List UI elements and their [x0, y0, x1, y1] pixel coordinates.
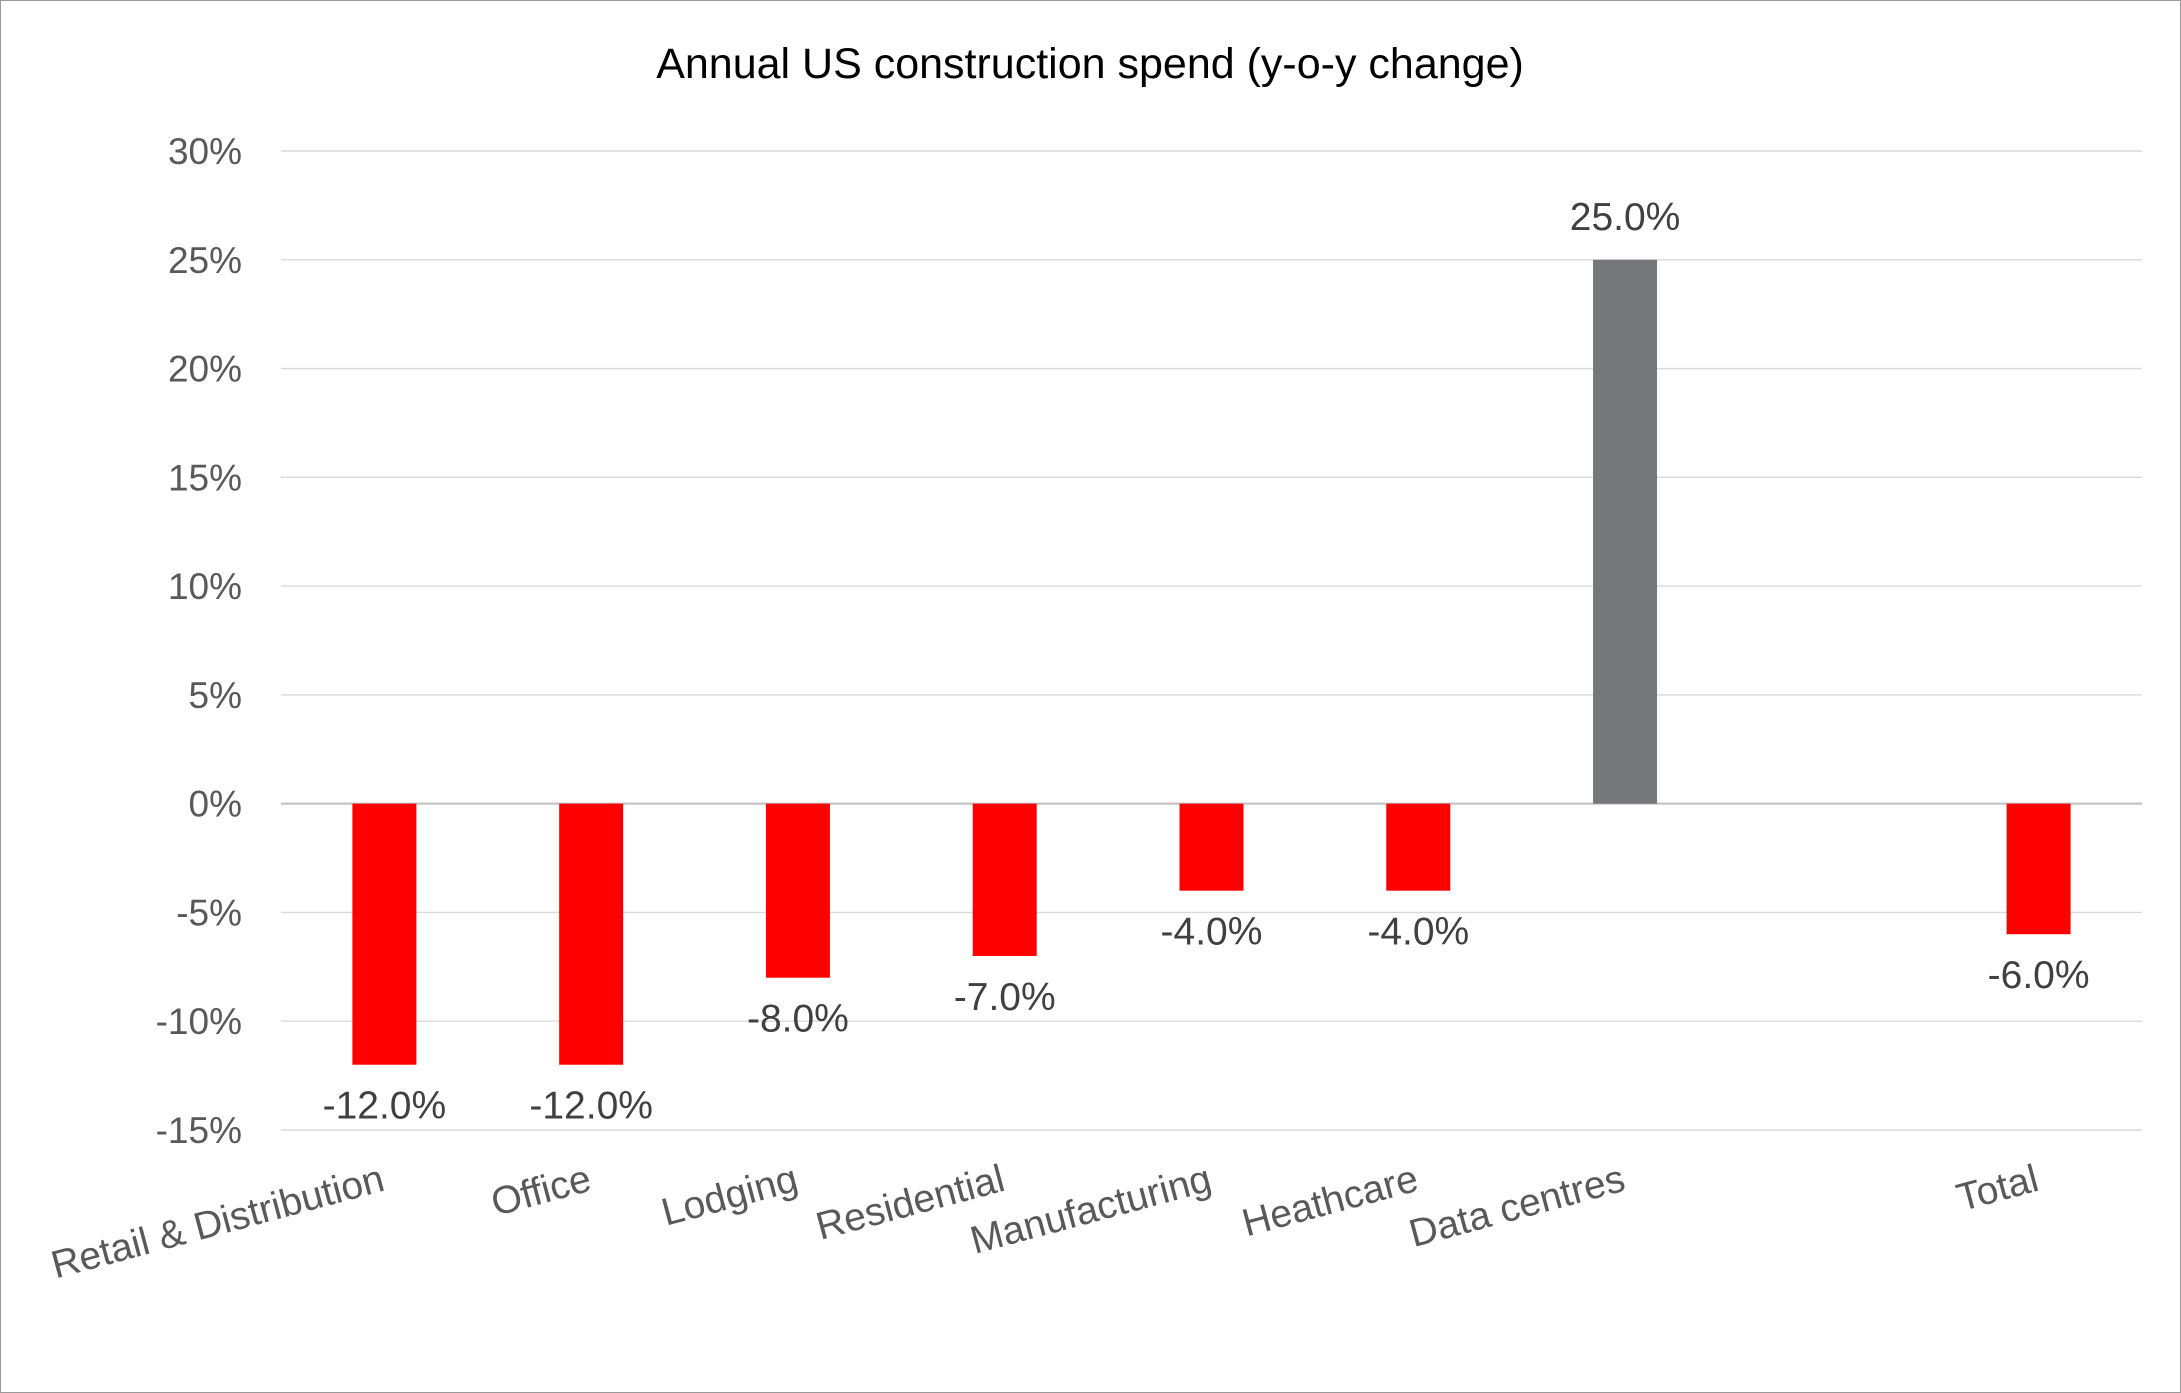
y-tick-label: 30%	[168, 131, 242, 172]
category-label: Total	[1952, 1157, 2043, 1220]
y-tick-label: 5%	[189, 675, 242, 716]
bar-data-centres	[1593, 259, 1658, 804]
bar-lodging	[765, 803, 830, 978]
y-tick-label: 20%	[168, 349, 242, 390]
data-label: -6.0%	[1988, 954, 2090, 997]
y-tick-label: 0%	[189, 784, 242, 825]
y-tick-label: 10%	[168, 566, 242, 607]
bars	[352, 259, 2071, 1065]
bar-manufacturing	[1179, 803, 1244, 891]
data-label: -12.0%	[323, 1085, 447, 1128]
bar-residential	[972, 803, 1037, 956]
category-labels: Retail & Distribution Office Lodging Reside…	[47, 1157, 2043, 1287]
y-tick-label: -10%	[156, 1001, 242, 1042]
data-label: -12.0%	[529, 1085, 653, 1128]
data-label: -4.0%	[1367, 911, 1469, 954]
y-tick-label: -15%	[156, 1110, 242, 1151]
bar-office	[559, 803, 624, 1065]
data-label: -8.0%	[747, 998, 849, 1041]
y-tick-label: 15%	[168, 457, 242, 498]
data-labels: -12.0% -12.0% -8.0% -7.0% -4.0% -4.0% 25.0% -6.…	[323, 196, 2090, 1128]
bar-heathcare	[1386, 803, 1451, 891]
category-label: Office	[487, 1157, 596, 1225]
category-label: Retail & Distribution	[47, 1157, 389, 1287]
data-label: -4.0%	[1161, 911, 1263, 954]
chart-title: Annual US construction spend (y-o-y chan…	[656, 40, 1524, 88]
y-tick-label: 25%	[168, 240, 242, 281]
y-tick-label: -5%	[176, 892, 242, 933]
data-label: -7.0%	[954, 976, 1056, 1019]
category-label: Heathcare	[1238, 1157, 1423, 1245]
bar-retail-distribution	[352, 803, 417, 1065]
category-label: Manufacturing	[966, 1157, 1216, 1262]
bar-total	[2006, 803, 2071, 935]
data-label: 25.0%	[1570, 196, 1681, 239]
category-label: Lodging	[657, 1157, 802, 1234]
category-label: Data centres	[1405, 1157, 1630, 1256]
y-axis-ticks: 30% 25% 20% 15% 10% 5% 0% -5% -10% -15%	[156, 131, 242, 1151]
